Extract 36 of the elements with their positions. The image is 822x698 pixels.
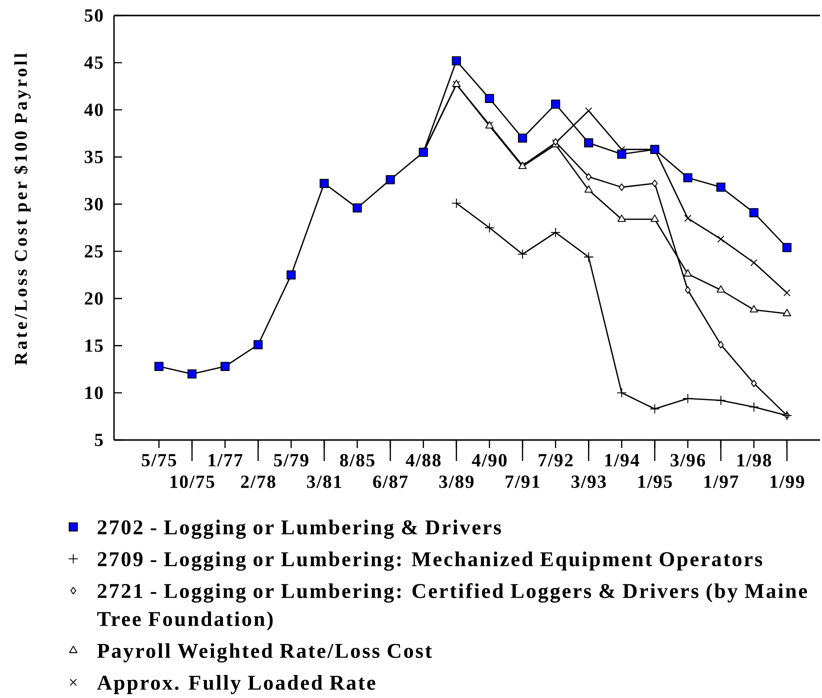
y-tick-label: 5: [94, 434, 103, 446]
y-tick-label: 25: [84, 245, 103, 258]
y-tick-label: 20: [84, 292, 103, 305]
x-tick-label: 3/96: [670, 454, 706, 466]
legend-label: 2702 - Logging or Lumbering & Drivers: [98, 520, 501, 539]
legend-label: Payroll Weighted Rate/Loss Cost: [97, 643, 432, 662]
x-tick-label: 1/98: [738, 454, 772, 467]
x-tick-label: 3/89: [439, 476, 474, 488]
y-tick-label: 30: [84, 198, 103, 210]
legend-label: 2709 - Logging or Lumbering: Mechanized Equipment Operators: [98, 552, 762, 571]
x-tick-label: 1/95: [638, 476, 672, 488]
y-tick-label: 45: [84, 56, 103, 69]
y-axis-title: Rate/Loss Cost per $100 Payroll: [14, 53, 31, 365]
x-tick-label: 5/75: [142, 454, 176, 466]
x-tick-label: 3/93: [571, 476, 606, 488]
x-tick-label: 4/88: [406, 454, 441, 467]
x-tick-label: 5/79: [274, 454, 308, 466]
y-tick-label: 35: [84, 150, 103, 164]
x-tick-label: 3/81: [307, 476, 342, 488]
y-tick-label: 10: [86, 386, 103, 400]
y-tick-label: 40: [84, 104, 103, 116]
x-tick-label: 1/94: [605, 454, 640, 466]
legend-label: Approx. Fully Loaded Rate: [97, 675, 376, 694]
x-tick-label: 6/87: [373, 476, 408, 488]
x-tick-label: 4/90: [472, 454, 507, 467]
x-tick-label: 7/91: [506, 476, 540, 488]
x-tick-label: 8/85: [340, 454, 374, 467]
y-tick-label: 50: [84, 9, 103, 22]
x-tick-label: 1/77: [208, 454, 242, 466]
legend-label: 2721 - Logging or Lumbering: Certified Loggers & Drivers (by Maine Tree Foundation): [97, 583, 808, 630]
y-tick-label: 15: [86, 339, 103, 352]
x-tick-label: 1/99: [770, 476, 804, 488]
x-tick-label: 10/75: [170, 476, 214, 488]
x-tick-label: 1/97: [704, 476, 738, 488]
x-tick-label: 7/92: [538, 454, 573, 466]
x-tick-label: 2/78: [241, 476, 276, 488]
